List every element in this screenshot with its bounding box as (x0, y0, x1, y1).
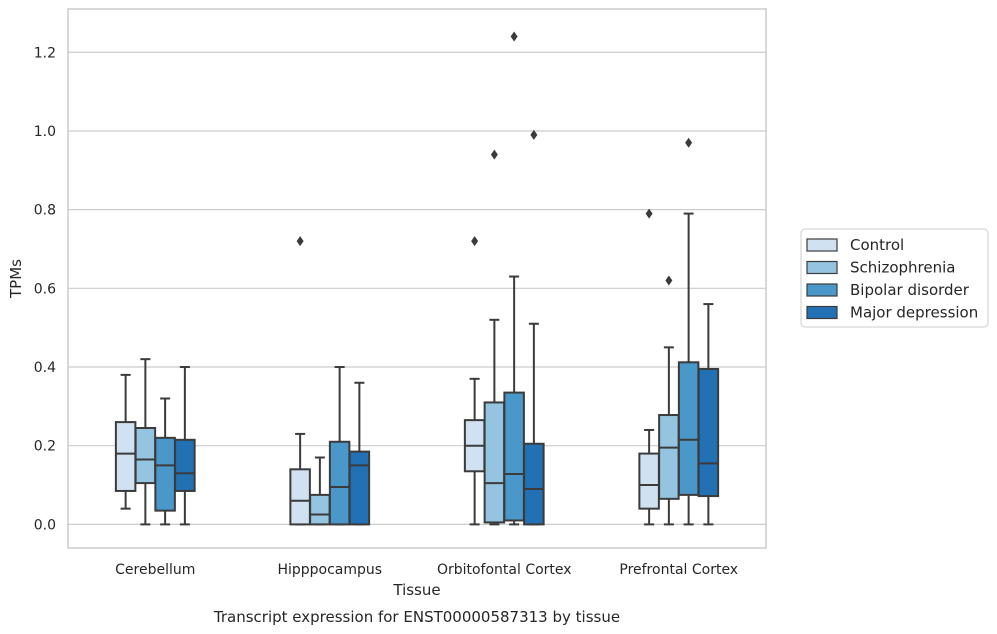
box (483, 401, 506, 524)
legend: Control Schizophrenia Bipolar disorder Majo… (800, 228, 989, 328)
x-tick-labels: Cerebellum Hipppocampus Orbitofontal Corte… (115, 562, 738, 578)
box-group (483, 149, 506, 526)
y-tick-label: 0.4 (34, 360, 56, 376)
box (114, 421, 137, 492)
legend-label: Schizophrenia (850, 259, 955, 277)
box-group (677, 137, 700, 526)
legend-swatch (806, 305, 838, 320)
box (523, 442, 545, 526)
x-tick-label: Hipppocampus (277, 562, 382, 578)
box (328, 440, 351, 526)
x-tick-label: Prefrontal Cortex (619, 562, 738, 578)
y-tick-label: 0.6 (34, 281, 56, 297)
box-group (154, 397, 176, 526)
box (677, 361, 700, 496)
box-group (309, 456, 331, 526)
box (174, 438, 196, 492)
y-tick-label: 0.0 (34, 517, 56, 533)
outlier-marker (296, 236, 304, 247)
legend-label: Bipolar disorder (850, 281, 970, 299)
box (134, 427, 157, 485)
box (309, 493, 331, 526)
outlier-marker (645, 208, 653, 219)
y-tick-label: 0.8 (34, 203, 56, 219)
outlier-marker (490, 149, 498, 160)
y-tick-labels: 0.0 0.2 0.4 0.6 0.8 1.0 1.2 (34, 45, 56, 533)
box-group (289, 236, 311, 526)
box (658, 414, 680, 500)
box-group (658, 275, 680, 526)
plot-frame (67, 8, 767, 549)
x-tick-label: Orbitofontal Cortex (437, 562, 572, 578)
box (289, 468, 311, 526)
box-group (463, 236, 486, 526)
box-group (503, 31, 525, 526)
box-group (114, 373, 137, 510)
legend-label: Control (850, 236, 904, 254)
box-group (523, 129, 545, 526)
x-axis-label: Tissue (392, 581, 440, 599)
outlier-marker (471, 236, 479, 247)
box-group (348, 381, 371, 526)
outlier-marker (510, 31, 518, 42)
box-group (697, 303, 720, 526)
chart-caption: Transcript expression for ENST0000058731… (213, 608, 620, 626)
y-tick-label: 1.0 (34, 124, 56, 140)
legend-frame (800, 228, 989, 328)
y-tick-label: 1.2 (34, 45, 56, 61)
box (638, 452, 660, 510)
boxes-layer (114, 31, 720, 526)
legend-label: Major depression (850, 304, 978, 322)
legend-swatch (806, 238, 838, 252)
box (348, 450, 371, 526)
box (154, 436, 176, 512)
box-group (328, 366, 351, 526)
outlier-marker (530, 129, 538, 140)
box-group (174, 366, 196, 526)
x-tick-label: Cerebellum (115, 562, 195, 578)
y-tick-label: 0.2 (34, 439, 56, 455)
box-group (638, 208, 660, 526)
y-axis-label: TPMs (7, 259, 25, 299)
legend-swatch (806, 283, 838, 297)
box (503, 391, 525, 522)
legend-swatch (806, 260, 838, 275)
box-group (134, 358, 157, 526)
box (697, 367, 720, 498)
outlier-marker (665, 275, 673, 286)
outlier-marker (685, 137, 693, 148)
